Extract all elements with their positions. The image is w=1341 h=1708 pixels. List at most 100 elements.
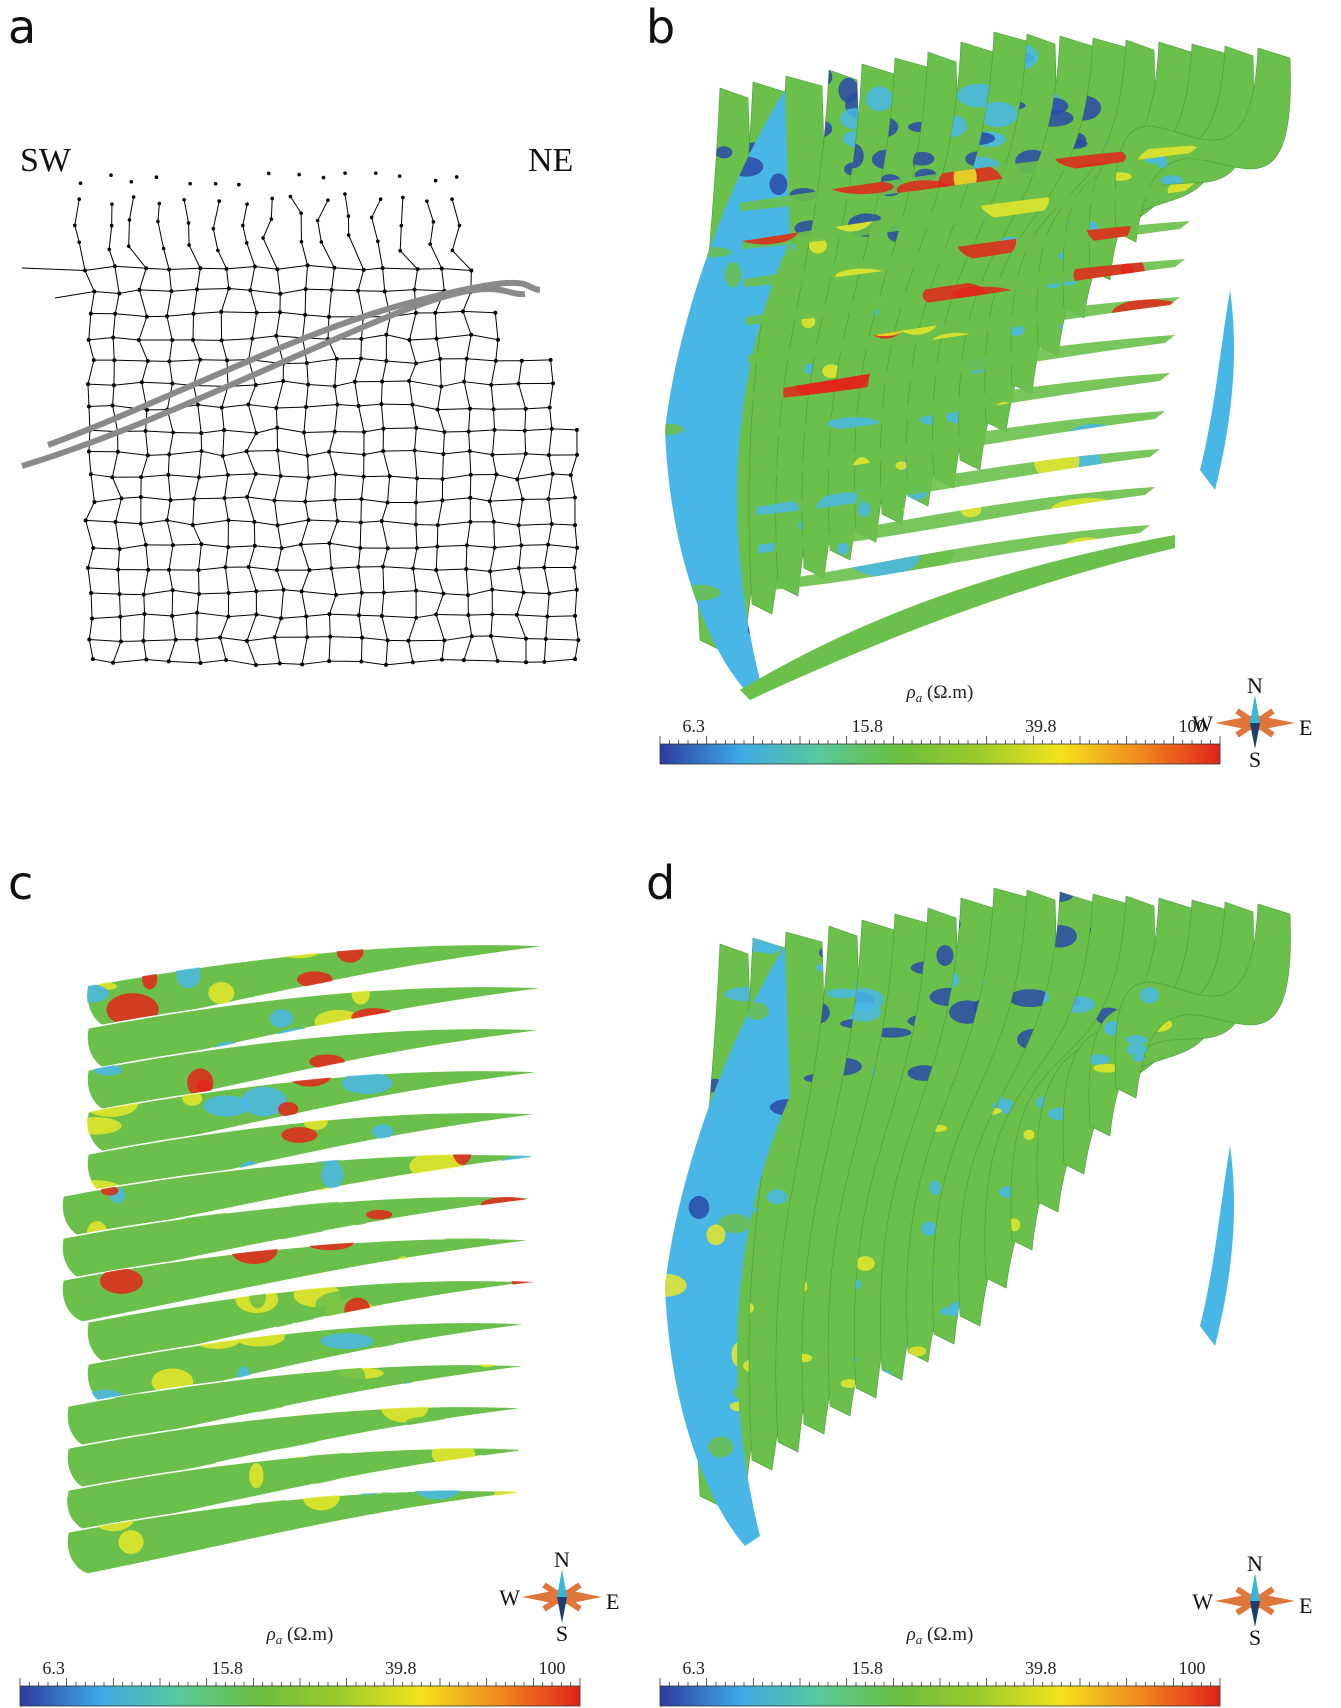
- grid-segment: [119, 616, 122, 642]
- grid-station: [145, 453, 150, 458]
- grid-segment: [336, 592, 362, 596]
- grid-segment: [262, 218, 272, 239]
- resistivity-patch: [695, 1129, 700, 1146]
- resistivity-patch: [1050, 497, 1128, 525]
- grid-segment: [435, 593, 444, 615]
- grid-segment: [90, 474, 95, 503]
- resistivity-patch: [1067, 1192, 1086, 1209]
- grid-segment: [543, 638, 547, 662]
- grid-segment: [441, 640, 445, 660]
- grid-segment: [357, 290, 364, 317]
- grid-segment: [246, 242, 256, 267]
- grid-segment: [413, 568, 437, 571]
- grid-segment: [140, 523, 147, 545]
- grid-station: [226, 614, 231, 619]
- grid-segment: [382, 450, 391, 477]
- grid-station: [199, 542, 204, 547]
- grid-segment: [248, 566, 257, 592]
- grid-segment: [276, 406, 307, 409]
- resistivity-patch: [341, 1072, 393, 1094]
- grid-station: [198, 357, 203, 362]
- grid-station: [435, 544, 440, 549]
- resistivity-patch: [1089, 1054, 1110, 1065]
- grid-segment: [360, 338, 362, 359]
- resistivity-patch: [857, 501, 871, 518]
- resistivity-patch: [866, 86, 893, 112]
- grid-segment: [382, 268, 386, 292]
- grid-station: [116, 567, 121, 572]
- grid-segment: [518, 360, 523, 384]
- grid-segment: [548, 454, 554, 475]
- grid-segment: [169, 359, 201, 362]
- grid-segment: [413, 269, 419, 290]
- grid-station: [356, 613, 361, 618]
- resistivity-patch: [1094, 394, 1158, 401]
- grid-station: [439, 384, 444, 389]
- grid-segment: [224, 429, 257, 434]
- horizontal-section: [748, 297, 1180, 363]
- grid-segment: [141, 381, 173, 384]
- grid-segment: [146, 267, 170, 271]
- grid-station: [466, 593, 471, 598]
- grid-segment: [119, 544, 146, 550]
- grid-station: [495, 659, 500, 664]
- grid-station: [466, 613, 471, 618]
- grid-station: [492, 427, 497, 432]
- grid-station: [110, 475, 115, 480]
- grid-station: [275, 425, 280, 430]
- grid-station: [281, 587, 286, 592]
- grid-segment: [429, 221, 434, 245]
- resistivity-patch: [888, 1151, 900, 1167]
- grid-station: [195, 402, 200, 407]
- resistivity-patch: [351, 1008, 396, 1026]
- grid-segment: [113, 381, 142, 386]
- grid-segment: [437, 386, 442, 410]
- grid-segment: [108, 225, 113, 250]
- grid-segment: [246, 614, 257, 642]
- grid-station: [199, 449, 204, 454]
- grid-segment: [88, 336, 114, 341]
- resistivity-patch: [849, 1409, 859, 1418]
- grid-segment: [219, 637, 227, 661]
- grid-station: [254, 589, 259, 594]
- grid-station: [489, 382, 494, 387]
- grid-segment: [194, 497, 225, 500]
- grid-station: [385, 500, 390, 505]
- grid-station: [414, 500, 419, 505]
- resistivity-patch: [317, 1406, 338, 1412]
- panel-letter-a: a: [8, 0, 37, 54]
- grid-station: [244, 449, 249, 454]
- resistivity-horizontal-sections-c: [61, 943, 551, 1575]
- vertical-section: [1114, 903, 1291, 1099]
- resistivity-patch: [677, 584, 721, 601]
- grid-segment: [546, 593, 550, 617]
- grid-segment: [547, 523, 553, 545]
- grid-segment: [491, 454, 497, 475]
- grid-segment: [436, 568, 467, 571]
- grid-segment: [74, 199, 80, 226]
- grid-segment: [417, 267, 442, 270]
- grid-segment: [305, 288, 332, 291]
- grid-segment: [78, 242, 86, 271]
- resistivity-patch: [482, 1160, 507, 1192]
- resistivity-patch: [855, 1256, 875, 1271]
- resistivity-patch: [144, 944, 176, 957]
- grid-station: [410, 402, 415, 407]
- grid-segment: [88, 451, 92, 475]
- grid-station: [440, 477, 445, 482]
- resistivity-patch: [311, 1482, 337, 1492]
- grid-segment: [112, 337, 115, 361]
- grid-segment: [412, 404, 438, 411]
- grid-segment: [246, 640, 257, 666]
- grid-station: [166, 472, 171, 477]
- grid-segment: [358, 592, 363, 616]
- grid-segment: [54, 291, 95, 299]
- panel-a: a SW NE: [0, 0, 640, 760]
- grid-station: [222, 428, 227, 433]
- grid-segment: [88, 313, 92, 340]
- grid-station: [407, 338, 412, 343]
- grid-station: [305, 635, 310, 640]
- grid-segment: [329, 542, 361, 549]
- resistivity-patch: [908, 1346, 927, 1357]
- resistivity-patch: [141, 968, 158, 990]
